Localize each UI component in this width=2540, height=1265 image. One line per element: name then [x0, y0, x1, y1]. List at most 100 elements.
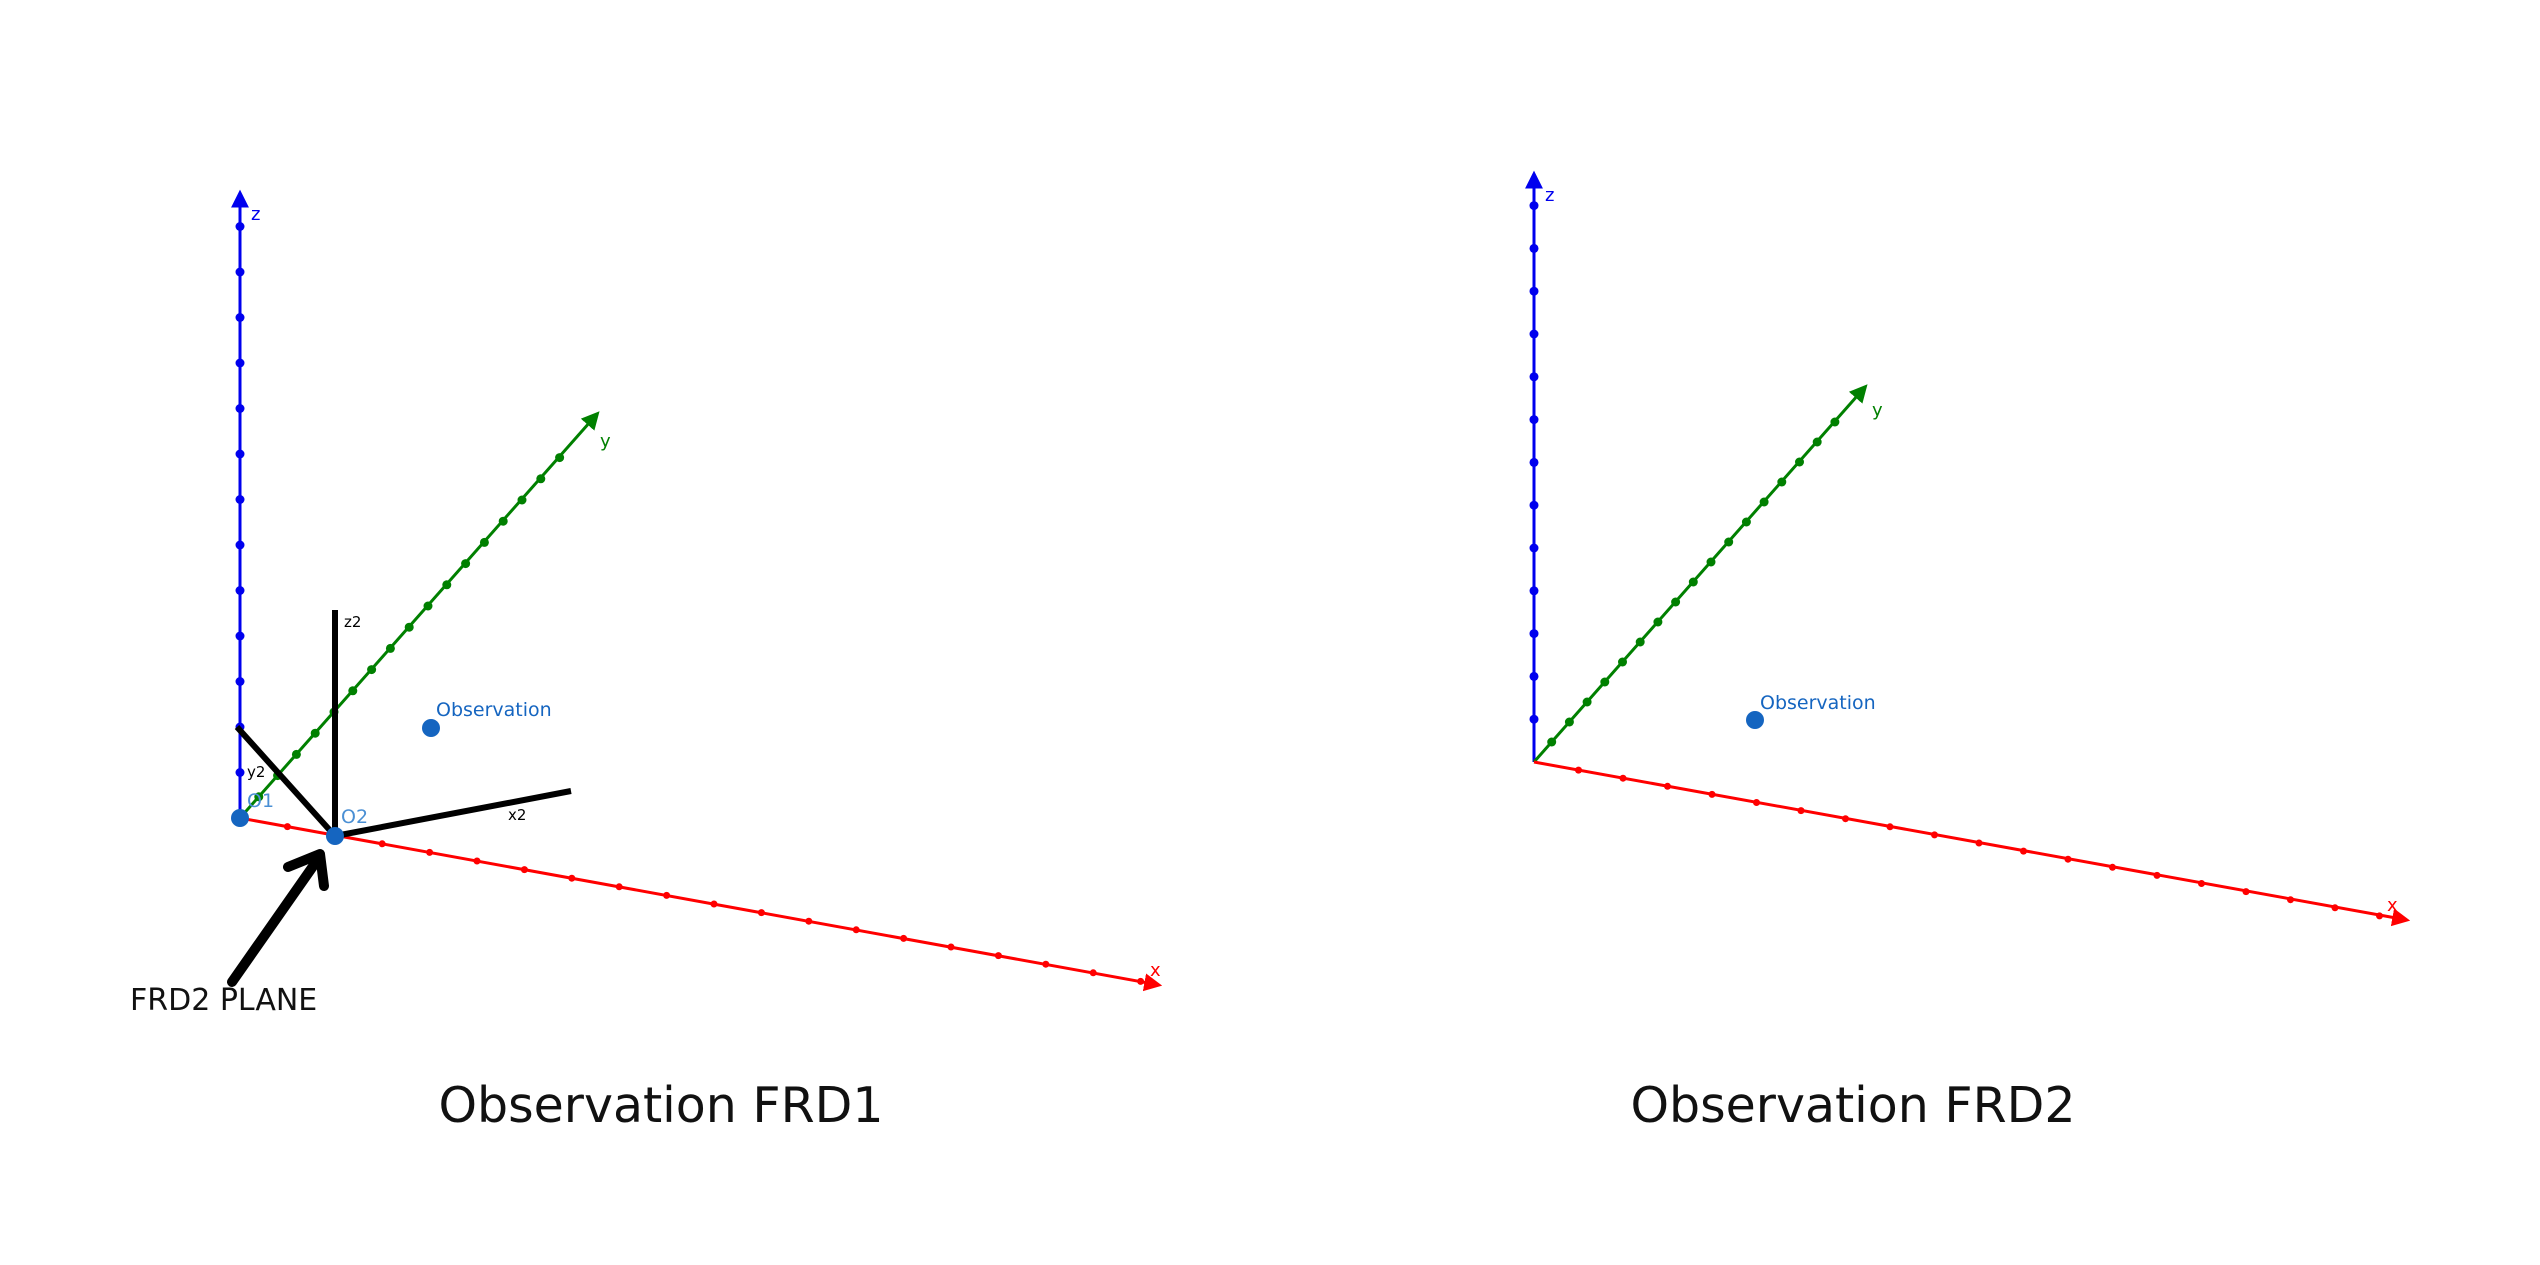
panel1-z-ticks: [235, 222, 245, 777]
x-axis-tick: [2376, 912, 2383, 920]
x-axis-tick: [663, 891, 671, 899]
x-axis-tick: [615, 883, 623, 891]
frd2-plane-label: FRD2 PLANE: [130, 983, 317, 1018]
point-observation-frd2-label: Observation: [1760, 692, 1876, 714]
caption-frd1: Observation FRD1: [438, 1077, 883, 1134]
z-axis-tick: [235, 631, 245, 641]
x-axis-tick: [2287, 896, 2294, 904]
y-axis-tick: [1582, 697, 1592, 707]
x-axis-tick: [378, 840, 386, 848]
z-axis-tick: [235, 677, 245, 686]
x-axis-tick: [2153, 871, 2161, 879]
x-axis-tick: [900, 934, 908, 942]
panel1-z-label: z: [251, 204, 260, 225]
point-o2-label: O2: [341, 806, 368, 828]
panel1-y-ticks: [254, 453, 565, 802]
z-axis-tick: [1529, 629, 1539, 639]
x-axis-tick: [568, 874, 576, 882]
x-axis-tick: [1137, 977, 1145, 985]
x-axis-tick: [2198, 880, 2205, 887]
y-axis-tick: [1830, 417, 1840, 427]
panel2-y-axis: y: [1532, 384, 1883, 763]
x-axis-tick: [426, 848, 434, 856]
y-axis-tick: [423, 601, 433, 611]
panel1-z-axis: z: [231, 189, 260, 818]
panel-frd2: z y x Observation Observation FRD2: [1525, 170, 2411, 1134]
panel2-x-ticks: [1575, 766, 2383, 920]
x-axis-tick: [805, 917, 813, 925]
x-axis-tick: [2242, 888, 2250, 896]
z-axis-tick: [235, 495, 245, 504]
y-axis-tick: [1618, 657, 1627, 667]
panel2-y-ticks: [1547, 417, 1840, 747]
z-axis-tick: [1529, 243, 1539, 253]
y-axis-tick: [1741, 517, 1751, 527]
y-axis-tick: [1564, 717, 1574, 727]
frd2-x2-label: x2: [508, 806, 526, 824]
x-axis-tick: [994, 952, 1002, 960]
x-axis-tick: [1089, 969, 1097, 977]
y-axis-tick: [1653, 617, 1663, 627]
y-axis-tick: [1759, 497, 1769, 507]
y-axis-tick: [555, 453, 565, 463]
x-axis-tick: [1664, 782, 1671, 790]
z-axis-tick: [1529, 714, 1539, 724]
y-axis-tick: [536, 474, 546, 484]
y-axis-tick: [348, 686, 358, 696]
x-axis-tick: [2109, 863, 2116, 871]
x-axis-tick: [1753, 799, 1760, 806]
x-axis-tick: [1797, 807, 1805, 815]
y-axis-tick: [1671, 597, 1681, 607]
point-o1: [231, 809, 249, 827]
z-axis-tick: [235, 404, 245, 413]
y-axis-tick: [1547, 737, 1557, 747]
y-axis-tick: [479, 537, 489, 547]
y-axis-tick: [1706, 557, 1716, 567]
y-axis-tick: [442, 580, 452, 590]
x-axis-tick: [1575, 766, 1582, 774]
y-axis-tick: [498, 516, 508, 526]
z-axis-tick: [235, 313, 245, 322]
panel1-x-label: x: [1150, 960, 1161, 981]
panel1-x-axis: x: [239, 816, 1163, 992]
caption-frd2: Observation FRD2: [1630, 1077, 2075, 1134]
y-axis-tick: [1600, 677, 1610, 687]
x-axis-tick: [852, 926, 860, 934]
y-axis-tick: [291, 749, 301, 759]
z-axis-tick: [1529, 457, 1539, 467]
z-axis-tick: [235, 222, 245, 231]
x-axis-tick: [473, 857, 481, 865]
y-axis-tick: [254, 792, 264, 802]
x-axis-tick: [520, 866, 528, 874]
frd2-z2-label: z2: [344, 613, 361, 631]
y-axis-tick: [404, 622, 414, 632]
x-axis-tick: [1619, 774, 1627, 782]
y-axis-tick: [1688, 577, 1698, 587]
x-axis-tick: [1975, 839, 1983, 847]
frd2-y2-label: y2: [247, 763, 265, 781]
x-axis-tick: [1842, 815, 1849, 823]
x-axis-tick: [1931, 831, 1938, 839]
z-axis-tick: [1529, 543, 1539, 553]
y-axis-tick: [1724, 537, 1734, 547]
panel2-x-label: x: [2387, 895, 2398, 916]
panel2-x-axis: x: [1533, 760, 2411, 927]
z-axis-tick: [235, 768, 245, 777]
x-axis-tick: [2064, 855, 2072, 863]
point-observation-frd2: [1746, 711, 1764, 729]
y-axis-tick: [1812, 437, 1822, 447]
point-observation-frd1-label: Observation: [436, 699, 552, 721]
point-o2: [326, 827, 344, 845]
z-axis-tick: [1529, 286, 1539, 296]
panel1-y-label: y: [600, 431, 611, 452]
y-axis-tick: [517, 495, 527, 505]
z-axis-tick: [1529, 500, 1539, 510]
z-axis-tick: [235, 358, 245, 368]
z-axis-tick: [235, 540, 245, 550]
y-axis-tick: [310, 728, 320, 738]
z-axis-tick: [235, 586, 245, 595]
z-axis-tick: [1529, 201, 1539, 211]
y-axis-tick: [1635, 637, 1645, 647]
frd2-plane-arrow: [227, 849, 329, 987]
